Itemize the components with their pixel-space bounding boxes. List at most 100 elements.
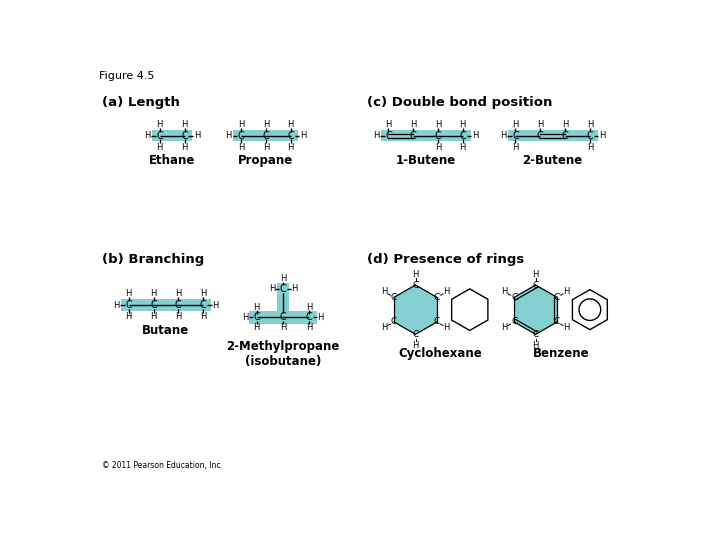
Text: C: C	[253, 312, 260, 322]
Text: C: C	[156, 131, 163, 140]
Bar	[508, 130, 598, 141]
Text: H: H	[156, 143, 163, 152]
Text: H: H	[175, 289, 181, 298]
Text: H: H	[200, 289, 207, 298]
Text: H: H	[125, 289, 132, 298]
Text: H: H	[385, 119, 392, 129]
Text: C: C	[511, 293, 517, 302]
Text: 2-Methylpropane
(isobutane): 2-Methylpropane (isobutane)	[226, 340, 340, 368]
Text: 2-Butene: 2-Butene	[523, 154, 582, 167]
Text: 1-Butene: 1-Butene	[395, 154, 456, 167]
Text: H: H	[287, 119, 294, 129]
Text: C: C	[238, 131, 245, 140]
Text: H: H	[532, 270, 539, 279]
Bar	[381, 130, 471, 141]
Text: C: C	[175, 300, 181, 310]
Text: H: H	[306, 303, 312, 312]
Text: H: H	[413, 270, 419, 279]
Text: C: C	[391, 293, 397, 302]
Text: C: C	[533, 330, 539, 339]
Text: C: C	[385, 131, 392, 140]
Text: H: H	[287, 143, 294, 152]
Text: H: H	[156, 119, 163, 129]
Text: Figure 4.5: Figure 4.5	[99, 71, 155, 81]
Text: C: C	[587, 131, 593, 140]
Text: H: H	[502, 287, 508, 296]
Text: H: H	[502, 323, 508, 332]
Text: H: H	[563, 287, 570, 296]
Text: H: H	[459, 119, 466, 129]
Text: C: C	[125, 300, 132, 310]
Bar	[121, 299, 211, 311]
Text: H: H	[269, 285, 275, 293]
Text: H: H	[317, 313, 323, 322]
Text: H: H	[459, 143, 466, 152]
Text: H: H	[253, 303, 260, 312]
Text: C: C	[434, 318, 440, 327]
Text: H: H	[562, 119, 568, 129]
Text: C: C	[512, 131, 519, 140]
Text: H: H	[587, 119, 593, 129]
Text: H: H	[238, 119, 244, 129]
Text: C: C	[413, 330, 418, 339]
Text: H: H	[280, 274, 286, 284]
Text: H: H	[243, 313, 249, 322]
Polygon shape	[514, 285, 557, 334]
Polygon shape	[394, 285, 437, 334]
Text: H: H	[444, 287, 449, 296]
Text: C: C	[554, 318, 560, 327]
Text: C: C	[410, 131, 417, 140]
Text: H: H	[306, 323, 312, 332]
Text: C: C	[181, 131, 188, 140]
Text: H: H	[291, 285, 297, 293]
Text: H: H	[435, 119, 441, 129]
Text: C: C	[434, 293, 440, 302]
Text: C: C	[287, 131, 294, 140]
Text: H: H	[373, 131, 379, 140]
Text: (d) Presence of rings: (d) Presence of rings	[367, 253, 525, 266]
Text: H: H	[410, 119, 416, 129]
Text: H: H	[532, 341, 539, 349]
Text: Ethane: Ethane	[149, 154, 195, 167]
Text: H: H	[413, 341, 419, 349]
Text: C: C	[537, 131, 544, 140]
Text: Propane: Propane	[238, 154, 294, 167]
Bar	[276, 283, 289, 311]
Text: H: H	[113, 301, 120, 309]
Text: (c) Double bond position: (c) Double bond position	[367, 96, 553, 109]
Text: H: H	[500, 131, 506, 140]
Text: H: H	[563, 323, 570, 332]
Text: C: C	[199, 300, 207, 310]
Text: C: C	[306, 312, 312, 322]
Text: H: H	[513, 119, 518, 129]
Text: Cyclohexane: Cyclohexane	[398, 347, 482, 360]
Text: H: H	[181, 143, 188, 152]
Text: H: H	[125, 312, 132, 321]
Text: H: H	[382, 287, 388, 296]
Text: C: C	[459, 131, 466, 140]
Text: C: C	[562, 131, 569, 140]
Text: H: H	[587, 143, 593, 152]
Text: H: H	[181, 119, 188, 129]
Text: H: H	[212, 301, 219, 309]
Text: C: C	[263, 131, 269, 140]
Text: C: C	[279, 312, 287, 322]
Text: C: C	[391, 318, 397, 327]
Text: C: C	[554, 293, 560, 302]
Text: H: H	[144, 131, 150, 140]
Text: H: H	[599, 131, 606, 140]
Text: H: H	[263, 143, 269, 152]
Text: H: H	[150, 289, 157, 298]
Text: H: H	[175, 312, 181, 321]
Text: H: H	[263, 119, 269, 129]
Text: H: H	[513, 143, 518, 152]
Text: © 2011 Pearson Education, Inc.: © 2011 Pearson Education, Inc.	[102, 461, 222, 470]
Text: H: H	[225, 131, 232, 140]
Text: H: H	[200, 312, 207, 321]
Text: H: H	[194, 131, 200, 140]
Bar	[233, 130, 299, 141]
Text: H: H	[382, 323, 388, 332]
Bar	[152, 130, 192, 141]
Text: Butane: Butane	[143, 323, 189, 336]
Text: H: H	[300, 131, 306, 140]
